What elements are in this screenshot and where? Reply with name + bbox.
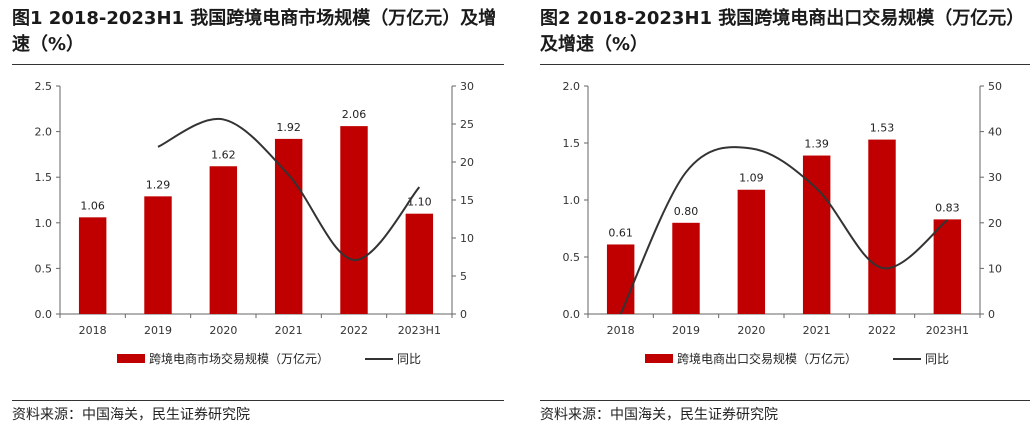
x-tick-label: 2019	[672, 324, 700, 337]
bar	[802, 155, 831, 314]
chart-panel-left: 图1 2018-2023H1 我国跨境电商市场规模（万亿元）及增速（%） 0.0…	[12, 0, 507, 427]
y-left-tick-label: 0.0	[35, 308, 53, 321]
y-right-tick-label: 30	[460, 80, 474, 93]
export-size-chart: 0.0 0.5 1.0 1.5 2.0 0 10 20 30 40 50 2018 2019 2020 20…	[563, 80, 1003, 337]
y-right-tick-label: 0	[988, 308, 995, 321]
source-note: 资料来源：中国海关，民生证券研究院	[12, 407, 250, 423]
legend-bar-label: 跨境电商市场交易规模（万亿元）	[149, 352, 330, 366]
bar	[144, 196, 172, 314]
bar-data-label: 1.06	[80, 199, 105, 212]
chart-legend: 跨境电商市场交易规模（万亿元） 同比	[117, 350, 421, 367]
legend-line-label: 同比	[925, 352, 950, 366]
y-left-tick-label: 0.0	[563, 308, 581, 321]
y-left-tick-label: 1.0	[35, 217, 53, 230]
y-left-tick-label: 0.5	[35, 262, 53, 275]
bar	[274, 138, 303, 314]
x-tick-label: 2018	[607, 324, 635, 337]
y-left-tick-label: 2.0	[563, 80, 581, 93]
title-divider	[12, 64, 504, 65]
y-left-tick-label: 1.0	[563, 194, 581, 207]
y-right-tick-label: 20	[460, 156, 474, 169]
legend-line-swatch	[365, 357, 394, 360]
y-left-tick-label: 1.5	[563, 137, 581, 150]
y-right-tick-label: 10	[988, 262, 1002, 275]
bar-data-label: 1.92	[276, 121, 301, 134]
y-right-tick-label: 30	[988, 171, 1002, 184]
bar-data-label: 1.53	[870, 122, 895, 135]
x-tick-label: 2018	[79, 324, 107, 337]
x-tick-label: 2023H1	[398, 324, 441, 337]
y-right-tick-label: 25	[460, 118, 474, 131]
y-right-tick-label: 0	[460, 308, 467, 321]
bar-data-label: 0.80	[674, 205, 699, 218]
legend-bar-swatch	[645, 354, 673, 363]
x-tick-label: 2022	[340, 324, 368, 337]
y-right-tick-label: 10	[460, 232, 474, 245]
x-tick-label: 2021	[803, 324, 831, 337]
bar-data-label: 2.06	[342, 108, 367, 121]
y-right-tick-label: 50	[988, 80, 1002, 93]
source-note: 资料来源：中国海关，民生证券研究院	[540, 407, 778, 423]
bar	[78, 217, 107, 314]
market-size-chart: 0.0 0.5 1.0 1.5 2.0 2.5 0 5 10 15 20 25 30 2018 2019 20…	[35, 80, 475, 337]
title-divider	[540, 64, 1030, 65]
bar	[209, 166, 238, 314]
bar	[405, 213, 434, 314]
y-left-tick-label: 2.0	[35, 126, 53, 139]
y-right-tick-label: 5	[460, 270, 467, 283]
x-tick-label: 2019	[144, 324, 172, 337]
y-left-tick-label: 0.5	[563, 251, 581, 264]
bar-data-label: 1.09	[739, 172, 764, 185]
yoy-growth-line	[619, 146, 948, 315]
legend-bar-swatch	[117, 354, 145, 363]
legend-line-label: 同比	[397, 352, 422, 366]
bar-data-label: 1.62	[211, 148, 236, 161]
chart-title: 图1 2018-2023H1 我国跨境电商市场规模（万亿元）及增速（%）	[12, 8, 497, 55]
bar	[606, 244, 635, 314]
x-tick-label: 2020	[737, 324, 765, 337]
bar-data-label: 1.39	[804, 138, 829, 151]
bar	[737, 189, 766, 314]
x-tick-label: 2020	[209, 324, 237, 337]
x-tick-label: 2023H1	[926, 324, 969, 337]
y-right-tick-label: 40	[988, 126, 1002, 139]
chart-legend: 跨境电商出口交易规模（万亿元） 同比	[645, 350, 949, 367]
bar-data-label: 0.83	[935, 201, 960, 214]
bar	[672, 222, 700, 314]
bar	[868, 139, 896, 314]
bar-data-label: 0.61	[608, 226, 633, 239]
y-right-tick-label: 20	[988, 217, 1002, 230]
bar-data-label: 1.29	[146, 178, 171, 191]
source-divider	[12, 400, 504, 401]
y-right-tick-label: 15	[460, 194, 474, 207]
source-divider	[540, 400, 1030, 401]
legend-bar-label: 跨境电商出口交易规模（万亿元）	[677, 352, 858, 366]
chart-panel-right: 图2 2018-2023H1 我国跨境电商出口交易规模（万亿元）及增速（%） 0…	[540, 0, 1030, 427]
legend-line-swatch	[893, 357, 922, 360]
bar	[933, 219, 962, 314]
yoy-growth-line	[157, 117, 421, 262]
x-tick-label: 2021	[275, 324, 303, 337]
bar-data-label: 1.10	[407, 196, 432, 209]
chart-title: 图2 2018-2023H1 我国跨境电商出口交易规模（万亿元）及增速（%）	[540, 8, 1025, 55]
bar	[340, 126, 368, 315]
y-left-tick-label: 1.5	[35, 171, 53, 184]
x-tick-label: 2022	[868, 324, 896, 337]
y-left-tick-label: 2.5	[35, 80, 53, 93]
